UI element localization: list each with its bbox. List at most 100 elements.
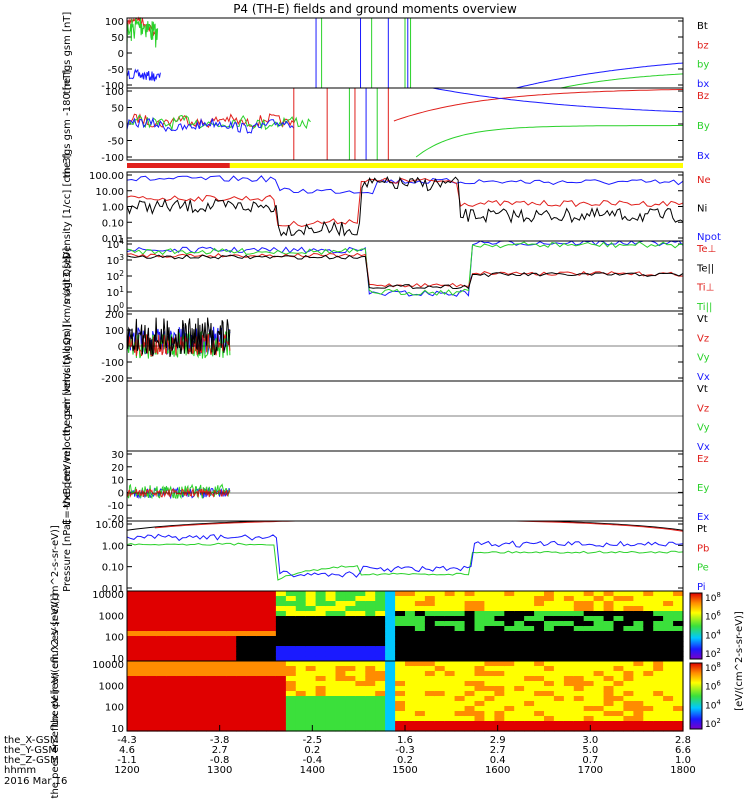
spectro-cell — [295, 651, 307, 657]
spectro-cell — [166, 616, 178, 622]
spectro-cell — [216, 716, 227, 722]
spectro-cell — [246, 626, 257, 632]
spectro-cell — [146, 711, 158, 717]
spectro-cell — [256, 646, 267, 652]
spectro-cell — [414, 611, 426, 617]
spectro-cell — [305, 711, 317, 717]
spectro-cell — [663, 646, 674, 652]
spectro-cell — [196, 671, 207, 677]
spectro-cell — [166, 601, 178, 607]
spectro-cell — [643, 686, 654, 692]
spectro-cell — [454, 621, 466, 627]
spectro-cell — [663, 601, 674, 607]
ytick-label: 1.00 — [102, 541, 124, 552]
legend-pt: Pt — [697, 524, 707, 535]
spectro-cell — [405, 626, 416, 632]
spectro-cell — [623, 621, 634, 627]
spectro-cell — [653, 726, 664, 732]
ytick-label: 1.00 — [102, 203, 124, 214]
spectro-cell — [623, 681, 634, 687]
spectro-cell — [434, 681, 446, 687]
xaxis-row-label: the_X-GSM — [4, 735, 58, 746]
spectro-cell — [236, 606, 247, 612]
spectro-cell — [454, 711, 466, 717]
spectro-cell — [593, 601, 605, 607]
spectro-cell — [186, 681, 198, 687]
spectro-cell — [236, 696, 247, 702]
spectro-cell — [544, 611, 555, 617]
spectro-cell — [424, 606, 436, 612]
spectro-cell — [385, 591, 396, 597]
spectro-cell — [236, 686, 247, 692]
spectro-cell — [405, 691, 416, 697]
spectro-cell — [136, 726, 148, 732]
spectro-cell — [256, 681, 267, 687]
spectro-cell — [474, 601, 485, 607]
spectro-cell — [553, 591, 565, 597]
spectro-cell — [166, 676, 178, 682]
spectro-cell — [514, 676, 525, 682]
spectro-cell — [226, 606, 237, 612]
spectro-cell — [375, 691, 386, 697]
spectro-cell — [405, 641, 416, 647]
spectro-cell — [166, 651, 178, 657]
spectro-cell — [544, 591, 555, 597]
spectro-cell — [613, 706, 624, 712]
spectro-cell — [414, 726, 426, 732]
spectro-cell — [643, 636, 654, 642]
spectro-cell — [663, 596, 674, 602]
spectro-cell — [514, 711, 525, 717]
spectro-cell — [504, 626, 515, 632]
spectro-cell — [534, 676, 545, 682]
ytick-label: -100 — [101, 81, 124, 92]
spectro-cell — [494, 656, 505, 662]
spectro-cell — [355, 591, 366, 597]
spectro-cell — [474, 721, 485, 727]
spectro-cell — [673, 721, 684, 727]
spectro-cell — [365, 631, 376, 637]
spectro-cell — [325, 686, 337, 692]
spectro-cell — [464, 616, 476, 622]
xaxis-z-gsm: 0.7 — [582, 755, 598, 766]
spectro-cell — [553, 681, 565, 687]
spectro-cell — [305, 591, 317, 597]
spectro-cell — [295, 601, 307, 607]
spectro-cell — [663, 641, 674, 647]
spectro-cell — [345, 706, 356, 712]
spectro-cell — [345, 611, 356, 617]
spectro-cell — [355, 656, 366, 662]
ytick-label: 10 — [111, 654, 124, 665]
legend-ex: Ex — [697, 512, 709, 523]
spectro-cell — [434, 666, 446, 672]
spectro-cell — [285, 626, 297, 632]
xaxis-hhmm: 1200 — [114, 765, 139, 776]
spectro-cell — [454, 606, 466, 612]
spectro-cell — [563, 646, 575, 652]
spectro-cell — [176, 716, 188, 722]
spectro-cell — [236, 726, 247, 732]
spectro-cell — [315, 671, 327, 677]
spectro-cell — [315, 706, 327, 712]
spectro-cell — [305, 606, 317, 612]
spectro-cell — [563, 671, 575, 677]
spectro-cell — [385, 691, 396, 697]
spectro-cell — [663, 721, 674, 727]
spectro-cell — [196, 726, 207, 732]
spectro-cell — [275, 626, 287, 632]
spectro-cell — [196, 706, 207, 712]
series-ez — [126, 487, 231, 498]
spectro-cell — [643, 696, 654, 702]
spectro-cell — [176, 676, 188, 682]
spectro-cell — [256, 721, 267, 727]
spectro-cell — [613, 711, 624, 717]
spectro-cell — [633, 711, 644, 717]
spectro-cell — [633, 646, 644, 652]
spectro-cell — [544, 641, 555, 647]
spectro-cell — [365, 726, 376, 732]
xaxis-z-gsm: -0.4 — [303, 755, 323, 766]
spectro-cell — [315, 626, 327, 632]
spectro-cell — [345, 726, 356, 732]
spectro-cell — [266, 656, 277, 662]
spectro-cell — [454, 701, 466, 707]
spectro-cell — [365, 686, 376, 692]
